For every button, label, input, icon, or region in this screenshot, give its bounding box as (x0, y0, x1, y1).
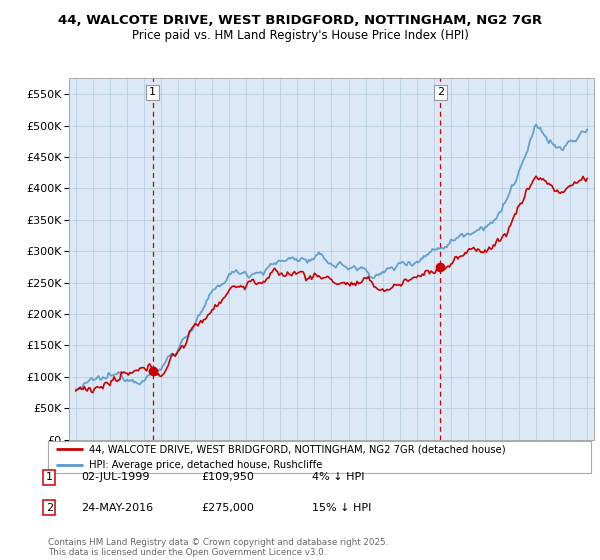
Text: 02-JUL-1999: 02-JUL-1999 (81, 472, 149, 482)
Text: £275,000: £275,000 (201, 503, 254, 513)
Text: 2: 2 (46, 503, 53, 513)
Text: 15% ↓ HPI: 15% ↓ HPI (312, 503, 371, 513)
Text: 24-MAY-2016: 24-MAY-2016 (81, 503, 153, 513)
Text: 44, WALCOTE DRIVE, WEST BRIDGFORD, NOTTINGHAM, NG2 7GR (detached house): 44, WALCOTE DRIVE, WEST BRIDGFORD, NOTTI… (89, 444, 505, 454)
Text: £109,950: £109,950 (201, 472, 254, 482)
Text: 4% ↓ HPI: 4% ↓ HPI (312, 472, 365, 482)
Text: Price paid vs. HM Land Registry's House Price Index (HPI): Price paid vs. HM Land Registry's House … (131, 29, 469, 42)
Text: 1: 1 (149, 87, 156, 97)
Text: HPI: Average price, detached house, Rushcliffe: HPI: Average price, detached house, Rush… (89, 460, 322, 470)
Text: Contains HM Land Registry data © Crown copyright and database right 2025.
This d: Contains HM Land Registry data © Crown c… (48, 538, 388, 557)
Text: 44, WALCOTE DRIVE, WEST BRIDGFORD, NOTTINGHAM, NG2 7GR: 44, WALCOTE DRIVE, WEST BRIDGFORD, NOTTI… (58, 14, 542, 27)
Text: 2: 2 (437, 87, 444, 97)
Text: 1: 1 (46, 472, 53, 482)
